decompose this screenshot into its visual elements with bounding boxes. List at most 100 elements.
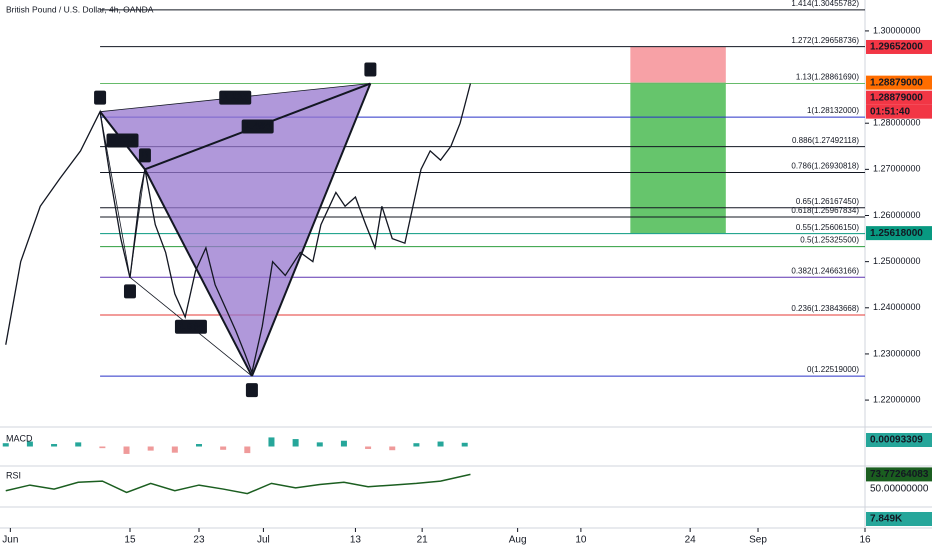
- price-tag: 1.25618000: [870, 228, 923, 239]
- fib-label: 0.786(1.26930818): [791, 162, 859, 171]
- x-tick-label: 23: [193, 535, 205, 546]
- macd-bar: [365, 446, 372, 449]
- ratio-badge: [219, 90, 252, 105]
- x-tick-label: 21: [417, 535, 429, 546]
- pattern-fill: [144, 83, 371, 377]
- price-tag: 1.29652000: [870, 42, 923, 53]
- fib-label: 0(1.22519000): [807, 365, 859, 374]
- x-tick-label: 10: [575, 535, 587, 546]
- ratio-label: 0.633: [110, 135, 135, 146]
- volume-value: 7.849K: [870, 514, 903, 525]
- chart-title: British Pound / U.S. Dollar, 4h, OANDA: [6, 4, 154, 14]
- y-tick-label: 1.23000000: [873, 348, 921, 358]
- point-label: B: [142, 150, 149, 160]
- price-tag-bg: [866, 75, 932, 90]
- pattern-leg: [99, 111, 131, 278]
- point-badge: [245, 383, 258, 398]
- fib-label: 1.13(1.28861690): [796, 73, 860, 82]
- macd-bar: [26, 441, 33, 447]
- point-badge: [138, 148, 151, 163]
- macd-bar: [316, 442, 323, 447]
- fib-label: 0.65(1.26167450): [796, 197, 860, 206]
- stop-zone: [630, 46, 726, 83]
- countdown-tag: 01:51:40: [870, 106, 910, 117]
- macd-bar: [268, 437, 275, 447]
- macd-bar: [292, 439, 299, 447]
- last-price-tag: 1.28879000: [870, 92, 923, 103]
- point-label: X: [97, 92, 103, 102]
- macd-bar: [437, 441, 444, 447]
- ratio-badge: [241, 119, 274, 134]
- volume-value-bg: [866, 512, 932, 526]
- target-zone: [630, 82, 726, 234]
- macd-bar: [147, 446, 154, 451]
- macd-value: 0.00093309: [870, 435, 923, 446]
- rsi-value-bg: [866, 467, 932, 482]
- y-tick-label: 1.26000000: [873, 210, 921, 220]
- macd-bar: [413, 443, 420, 447]
- last-price-tag-bg: [866, 90, 932, 105]
- fib-label: 1.414(1.30455782): [791, 0, 859, 8]
- pattern-leg: [250, 83, 372, 377]
- rsi-label: RSI: [6, 470, 21, 480]
- rsi-value: 73.77264083: [870, 469, 929, 480]
- y-tick-label: 1.30000000: [873, 25, 921, 35]
- point-label: C: [249, 384, 256, 394]
- macd-bar: [195, 444, 202, 447]
- y-tick-label: 1.28000000: [873, 118, 921, 128]
- ratio-label: 1.135: [223, 92, 248, 103]
- fib-label: 1(1.28132000): [807, 106, 859, 115]
- y-tick-label: 1.25000000: [873, 256, 921, 266]
- price-tag-bg: [866, 226, 932, 241]
- macd-bar: [123, 446, 130, 454]
- x-tick-label: Jul: [257, 535, 270, 546]
- fib-label: 0.886(1.27492118): [792, 136, 859, 145]
- x-tick-label: Sep: [749, 535, 767, 546]
- fib-label: 0.55(1.25606150): [796, 223, 860, 232]
- ratio-label: 1.564: [178, 321, 203, 332]
- macd-bar: [389, 446, 396, 451]
- macd-label: MACD: [6, 433, 33, 443]
- x-tick-label: 24: [685, 535, 697, 546]
- ratio-badge: [106, 133, 139, 148]
- fib-label: 1.272(1.29658736): [791, 36, 859, 45]
- ratio-label: 1.484: [245, 121, 270, 132]
- price-tag: 1.28879000: [870, 77, 923, 88]
- pattern-leg: [129, 169, 146, 278]
- point-badge: [123, 284, 136, 299]
- macd-bar: [171, 446, 178, 453]
- x-tick-label: 13: [350, 535, 362, 546]
- point-label: A: [127, 286, 134, 296]
- y-tick-label: 1.22000000: [873, 394, 921, 404]
- countdown-tag-bg: [866, 104, 932, 119]
- x-tick-label: 15: [124, 535, 136, 546]
- rsi-mid-label: 50.00000000: [870, 484, 929, 495]
- point-label: D: [367, 64, 374, 74]
- macd-value-bg: [866, 433, 932, 447]
- fib-label: 0.382(1.24663166): [791, 266, 859, 275]
- y-tick-label: 1.24000000: [873, 302, 921, 312]
- fib-label: 0.5(1.25325500): [800, 236, 859, 245]
- x-tick-label: 16: [859, 535, 871, 546]
- macd-bar: [51, 444, 58, 447]
- fib-label: 0.236(1.23843668): [791, 304, 859, 313]
- macd-bar: [340, 440, 347, 447]
- macd-bar: [461, 442, 468, 447]
- price-tag-bg: [866, 39, 932, 54]
- y-tick-label: 1.27000000: [873, 164, 921, 174]
- macd-bar: [244, 446, 251, 454]
- macd-bar: [99, 446, 106, 449]
- x-tick-label: Aug: [509, 535, 527, 546]
- macd-bar: [220, 446, 227, 450]
- x-tick-label: Jun: [2, 535, 18, 546]
- rsi-line: [5, 473, 471, 495]
- point-badge: [94, 90, 107, 105]
- pattern-leg: [144, 168, 253, 377]
- macd-bar: [2, 443, 9, 447]
- price-line: [5, 83, 472, 375]
- macd-bar: [75, 442, 82, 447]
- fib-label: 0.618(1.25967834): [791, 206, 859, 215]
- point-badge: [364, 62, 377, 77]
